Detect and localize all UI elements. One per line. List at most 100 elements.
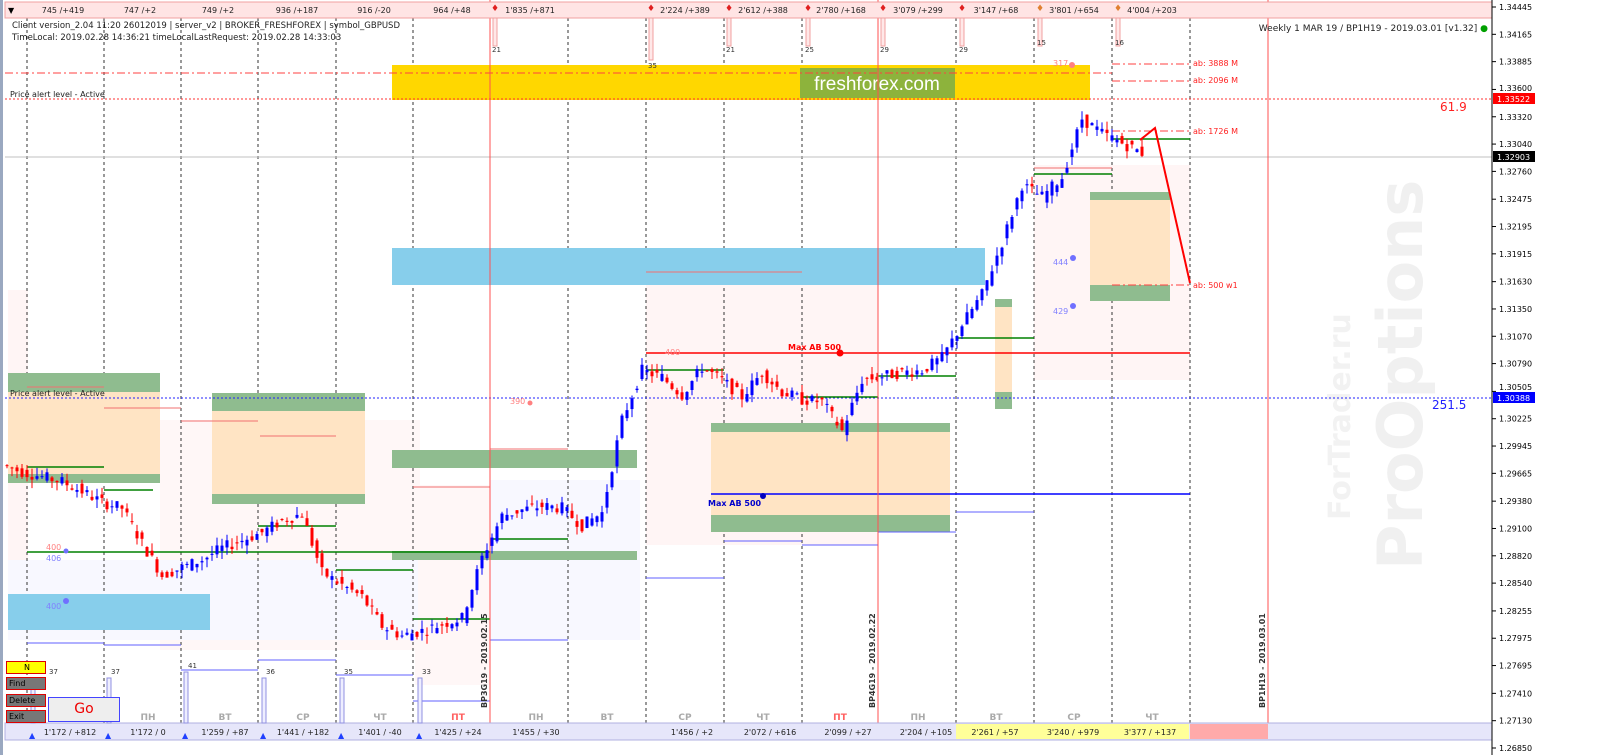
candle-body xyxy=(760,375,764,377)
candle-body xyxy=(365,595,369,606)
candle-body xyxy=(505,514,509,521)
counter-highlight xyxy=(956,724,1034,739)
zone-pale xyxy=(415,485,490,685)
candle-body xyxy=(820,397,824,400)
arrow-down-icon[interactable]: ♦ xyxy=(491,4,499,14)
top-counter: 2'780 /+168 xyxy=(816,6,866,15)
candle-body xyxy=(770,381,774,385)
expiry-label: BP1H19 - 2019.03.01 xyxy=(1258,613,1267,708)
candle-body xyxy=(1000,247,1004,257)
axis-label: 1.27975 xyxy=(1499,634,1532,643)
alert-price-label: 1.33522 xyxy=(1497,95,1530,104)
marker-count: 29 xyxy=(880,46,889,54)
candle-body xyxy=(985,280,989,291)
candle-body xyxy=(605,491,609,508)
delete-button[interactable]: Delete xyxy=(6,694,46,707)
candle-body xyxy=(155,559,159,573)
axis-label: 1.28255 xyxy=(1499,607,1532,616)
candle-body xyxy=(905,370,909,375)
arrow-up-icon[interactable]: ▲ xyxy=(29,731,36,740)
find-button[interactable]: Find xyxy=(6,677,46,690)
candle-body xyxy=(435,628,439,634)
level-label: 251.5 xyxy=(1432,398,1466,412)
watermark-small: ForTrader.ru xyxy=(1323,313,1358,520)
arrow-up-icon[interactable]: ▲ xyxy=(338,731,345,740)
arrow-down-icon[interactable]: ♦ xyxy=(1036,4,1044,14)
candle-body xyxy=(855,392,859,402)
bottom-counter: 3'240 / +979 xyxy=(1047,728,1099,737)
day-label: ВТ xyxy=(601,713,615,723)
candle-body xyxy=(1010,216,1014,229)
axis-label: 1.32195 xyxy=(1499,223,1532,232)
arrow-up-icon[interactable]: ▲ xyxy=(260,731,267,740)
arrow-down-icon[interactable]: ♦ xyxy=(647,4,655,14)
candle-body xyxy=(610,472,614,488)
candle-body xyxy=(565,507,569,512)
day-labels: ПН ВТ СР ЧТ ПТ ПН ВТ СР ЧТ ПТ ПН ВТ СР ЧТ xyxy=(140,713,1159,723)
candle-body xyxy=(585,516,589,528)
candle-body xyxy=(85,490,89,493)
candle-body xyxy=(570,510,574,518)
marker-bar xyxy=(183,671,189,724)
alert-price-tag-2 xyxy=(1493,392,1535,403)
arrow-up-icon[interactable]: ▲ xyxy=(105,731,112,740)
arrow-down-icon[interactable]: ♦ xyxy=(804,4,812,14)
axis-label: 1.32760 xyxy=(1499,167,1532,176)
candle-body xyxy=(455,622,459,627)
option-zones xyxy=(8,200,1170,515)
candle-body xyxy=(315,540,319,558)
arrow-down-icon[interactable]: ♦ xyxy=(879,4,887,14)
ab-label: ab: 1726 M xyxy=(1193,127,1238,136)
bottom-counter: 1'259 / +87 xyxy=(201,728,248,737)
candle-body xyxy=(810,395,814,402)
arrow-down-icon[interactable]: ♦ xyxy=(725,4,733,14)
candle-body xyxy=(580,519,584,532)
candle-body xyxy=(560,502,564,514)
exit-button[interactable]: Exit xyxy=(6,710,46,723)
candle-body xyxy=(630,398,634,410)
candle-body xyxy=(575,521,579,527)
candle-body xyxy=(1070,149,1074,158)
candle-body xyxy=(275,522,279,528)
candle-body xyxy=(975,300,979,310)
bottom-counter: 1'455 / +30 xyxy=(512,728,559,737)
candle-body xyxy=(1110,135,1114,141)
candle-body xyxy=(600,512,604,522)
count-label: 400 xyxy=(665,348,680,357)
candle-body xyxy=(45,472,49,481)
day-label: ВТ xyxy=(990,713,1004,723)
candle-body xyxy=(225,540,229,548)
price-axis[interactable]: 1.34445 1.34165 1.33885 1.33600 1.33320 1.330… xyxy=(1492,3,1532,753)
arrow-up-icon[interactable]: ▲ xyxy=(182,731,189,740)
marker-bar xyxy=(959,17,965,47)
candle-body xyxy=(745,394,749,402)
candle-body xyxy=(470,590,474,608)
new-button[interactable]: N xyxy=(6,661,46,674)
arrow-up-icon[interactable]: ▲ xyxy=(416,731,423,740)
candle-body xyxy=(635,388,639,391)
candle-body xyxy=(1125,144,1129,152)
candle-body xyxy=(220,545,224,551)
candle-body xyxy=(980,289,984,301)
candle-body xyxy=(160,572,164,578)
candle-body xyxy=(1085,114,1089,128)
candle-body xyxy=(925,369,929,372)
candle-body xyxy=(430,624,434,626)
max-ab-label: Max AB 500 xyxy=(788,343,842,352)
count-label: 317 xyxy=(1053,59,1068,68)
counter-highlight xyxy=(1034,724,1112,739)
go-button[interactable]: Go xyxy=(48,697,120,722)
candle-body xyxy=(465,607,469,624)
candle-body xyxy=(860,383,864,393)
alert-price-tag xyxy=(1493,93,1535,104)
candle-body xyxy=(550,505,554,509)
day-label: ВТ xyxy=(219,713,233,723)
forecast-line[interactable] xyxy=(1139,126,1191,284)
bottom-counter: 2'204 / +105 xyxy=(900,728,952,737)
candle-body xyxy=(1020,190,1024,202)
collapse-icon[interactable]: ▼ xyxy=(8,6,15,15)
arrow-down-icon[interactable]: ♦ xyxy=(1114,4,1122,14)
arrow-down-icon[interactable]: ♦ xyxy=(958,4,966,14)
marker-bar xyxy=(726,17,732,47)
